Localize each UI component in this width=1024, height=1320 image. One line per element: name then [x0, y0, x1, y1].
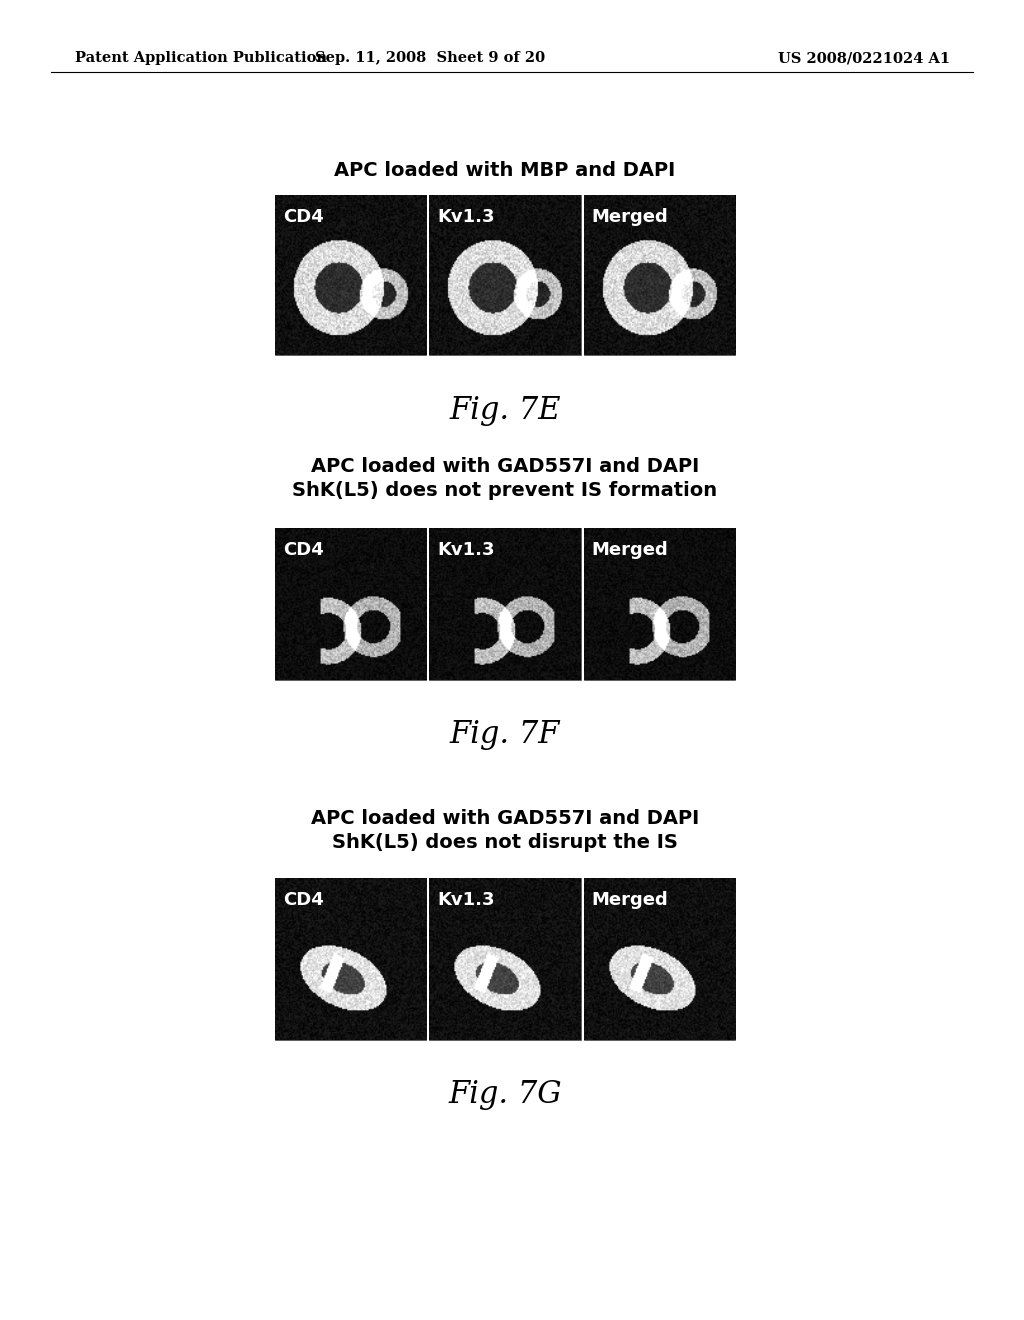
Text: CD4: CD4	[283, 209, 324, 226]
Bar	[584, 528, 735, 680]
Bar	[429, 195, 581, 355]
Bar	[275, 528, 426, 680]
Bar	[275, 878, 426, 1040]
Text: CD4: CD4	[283, 541, 324, 558]
Text: APC loaded with GAD557I and DAPI: APC loaded with GAD557I and DAPI	[311, 457, 699, 475]
Text: Patent Application Publication: Patent Application Publication	[75, 51, 327, 65]
Text: Fig. 7E: Fig. 7E	[450, 395, 561, 425]
Bar	[275, 195, 426, 355]
Text: APC loaded with MBP and DAPI: APC loaded with MBP and DAPI	[335, 161, 676, 180]
Bar	[429, 528, 581, 680]
Bar	[584, 878, 735, 1040]
Bar	[429, 878, 581, 1040]
Text: Merged: Merged	[592, 541, 669, 558]
Text: Kv1.3: Kv1.3	[437, 891, 495, 909]
Text: CD4: CD4	[283, 891, 324, 909]
Text: Fig. 7F: Fig. 7F	[450, 719, 560, 751]
Text: Merged: Merged	[592, 891, 669, 909]
Bar	[584, 195, 735, 355]
Text: APC loaded with GAD557I and DAPI: APC loaded with GAD557I and DAPI	[311, 808, 699, 828]
Text: Kv1.3: Kv1.3	[437, 541, 495, 558]
Text: Sep. 11, 2008  Sheet 9 of 20: Sep. 11, 2008 Sheet 9 of 20	[315, 51, 545, 65]
Text: Merged: Merged	[592, 209, 669, 226]
Text: ShK(L5) does not prevent IS formation: ShK(L5) does not prevent IS formation	[293, 480, 718, 499]
Text: ShK(L5) does not disrupt the IS: ShK(L5) does not disrupt the IS	[332, 833, 678, 851]
Text: Kv1.3: Kv1.3	[437, 209, 495, 226]
Text: Fig. 7G: Fig. 7G	[449, 1080, 562, 1110]
Text: US 2008/0221024 A1: US 2008/0221024 A1	[778, 51, 950, 65]
